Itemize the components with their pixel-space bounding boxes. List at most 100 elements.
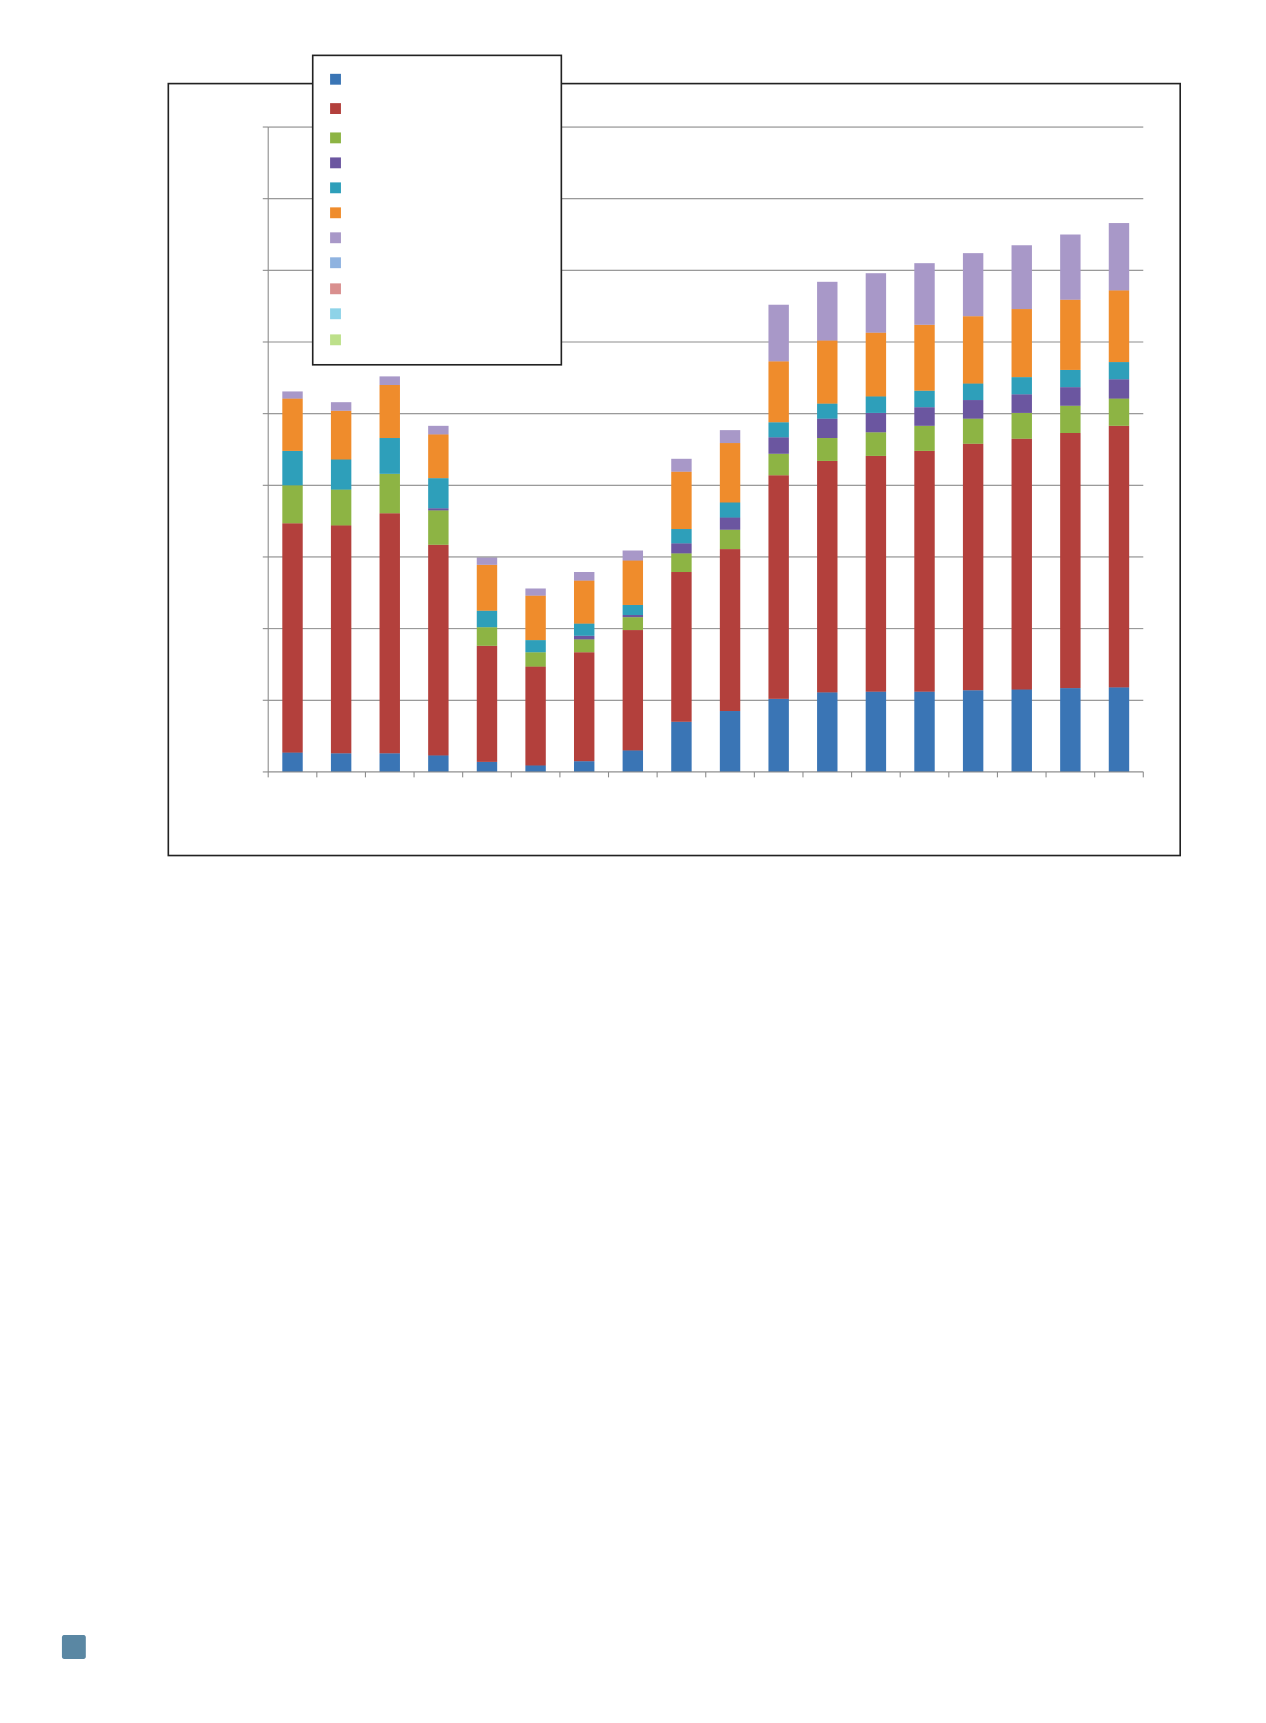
bar-segment xyxy=(1108,223,1130,291)
bar-segment xyxy=(817,692,838,772)
bar-segment xyxy=(428,478,449,509)
bar-segment xyxy=(330,402,352,411)
bars xyxy=(282,223,1130,772)
legend-frame xyxy=(311,54,563,366)
bar-segment xyxy=(573,761,595,772)
bar-segment xyxy=(1108,687,1130,772)
bar-segment xyxy=(573,635,595,640)
bar-segment xyxy=(1108,425,1130,688)
bar-segment xyxy=(573,572,595,581)
bar-segment xyxy=(768,361,789,423)
bar-segment xyxy=(282,391,303,399)
legend-swatch xyxy=(330,132,341,144)
bar-segment xyxy=(573,652,595,762)
legend-swatch xyxy=(330,283,341,295)
bar-segment xyxy=(719,711,741,772)
bar-segment xyxy=(525,765,546,772)
bar-segment xyxy=(476,645,498,762)
page-marker xyxy=(61,1635,86,1659)
bar-segment xyxy=(719,529,741,550)
bar-segment xyxy=(962,443,984,691)
bar-segment xyxy=(1011,689,1032,772)
bar-segment xyxy=(1011,309,1032,378)
bar-segment xyxy=(476,610,498,628)
bar-segment xyxy=(428,508,449,511)
bar-segment xyxy=(914,425,935,451)
bar-segment xyxy=(671,553,692,573)
bar-segment xyxy=(865,432,887,456)
bar-segment xyxy=(622,550,644,561)
bar-segment xyxy=(379,376,400,385)
bar-segment xyxy=(282,523,303,753)
bar-segment xyxy=(962,316,984,384)
legend-swatch xyxy=(330,207,341,219)
bar-segment xyxy=(573,580,595,624)
bar-segment xyxy=(282,752,303,772)
bar-segment xyxy=(525,640,546,653)
bar-segment xyxy=(1060,688,1081,772)
bar-segment xyxy=(1060,405,1081,433)
bar-segment xyxy=(330,459,352,490)
bar-segment xyxy=(1060,299,1081,370)
bar-segment xyxy=(865,691,887,772)
bar-segment xyxy=(379,438,400,474)
bar-segment xyxy=(768,437,789,454)
bar-segment xyxy=(865,455,887,692)
bar-segment xyxy=(768,422,789,438)
bar-segment xyxy=(1011,438,1032,690)
bar-segment xyxy=(671,543,692,554)
bar-segment xyxy=(962,690,984,772)
bar-segment xyxy=(622,630,644,751)
bar-segment xyxy=(525,595,546,641)
bar-segment xyxy=(768,698,789,772)
legend-swatch xyxy=(330,334,341,346)
bar-segment xyxy=(914,450,935,692)
bar-segment xyxy=(379,753,400,772)
bar-segment xyxy=(330,753,352,772)
bar-segment xyxy=(962,253,984,317)
bar-segment xyxy=(573,623,595,636)
bar-segment xyxy=(525,666,546,766)
bar-segment xyxy=(525,588,546,596)
bar-segment xyxy=(671,572,692,722)
bar-segment xyxy=(817,403,838,419)
bar-segment xyxy=(719,549,741,712)
bar-segment xyxy=(282,398,303,451)
bar-segment xyxy=(379,384,400,439)
bar-segment xyxy=(719,443,741,503)
bar-segment xyxy=(1060,387,1081,406)
axes xyxy=(262,126,1144,778)
bar-segment xyxy=(817,438,838,461)
bar-segment xyxy=(914,390,935,408)
legend xyxy=(330,73,341,346)
bar-segment xyxy=(671,471,692,530)
bar-segment xyxy=(817,340,838,404)
bar-segment xyxy=(671,458,692,472)
bar-segment xyxy=(1108,398,1130,426)
bar-segment xyxy=(671,529,692,544)
bar-segment xyxy=(622,750,644,772)
bar-segment xyxy=(622,604,644,616)
bar-segment xyxy=(865,332,887,397)
legend-swatch xyxy=(330,257,341,269)
bar-segment xyxy=(428,544,449,756)
bar-segment xyxy=(622,560,644,605)
bar-segment xyxy=(379,513,400,754)
bar-segment xyxy=(817,281,838,341)
bar-segment xyxy=(914,263,935,325)
bar-segment xyxy=(1108,290,1130,363)
bar-segment xyxy=(962,400,984,419)
bar-segment xyxy=(282,485,303,524)
bar-segment xyxy=(817,418,838,439)
bar-segment xyxy=(865,273,887,333)
bar-segment xyxy=(1060,369,1081,388)
bar-segment xyxy=(1060,234,1081,300)
bar-segment xyxy=(330,410,352,460)
bar-segment xyxy=(768,304,789,362)
bar-segment xyxy=(476,557,498,565)
bar-segment xyxy=(428,510,449,545)
bar-segment xyxy=(1060,432,1081,689)
bar-segment xyxy=(428,425,449,435)
bar-segment xyxy=(719,430,741,444)
